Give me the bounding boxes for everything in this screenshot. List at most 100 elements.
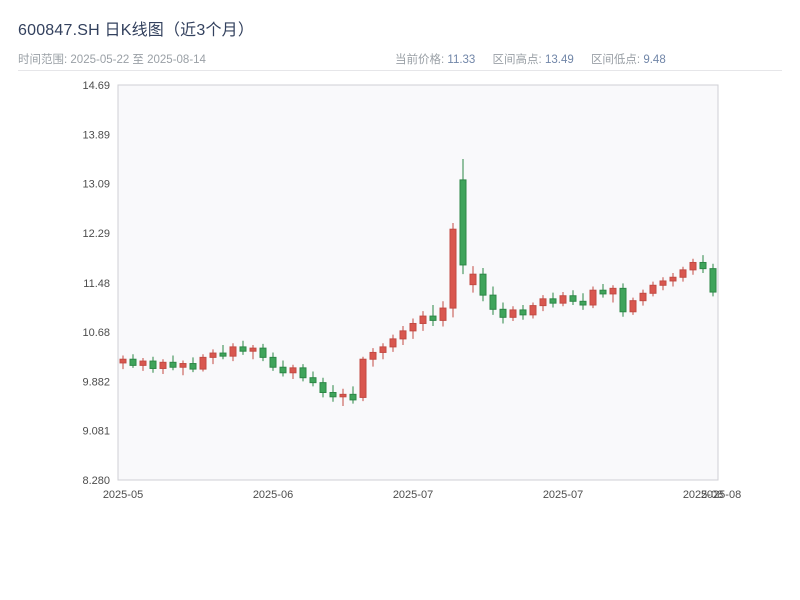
y-tick-label: 9.882 — [82, 376, 110, 388]
candle — [549, 292, 557, 308]
candle-body — [329, 391, 337, 398]
candle-body — [269, 356, 277, 368]
candles — [119, 158, 717, 407]
candle — [579, 293, 587, 310]
candle-body — [239, 346, 247, 352]
candle-body — [639, 292, 647, 302]
stat-range-low-label: 区间低点: — [590, 54, 641, 66]
candle-body — [559, 295, 567, 304]
x-tick-label: 2025-08 — [683, 489, 723, 501]
stat-current-price: 当前价格: 11.33 — [395, 54, 479, 66]
candle-body — [369, 351, 377, 360]
candle-body — [689, 261, 697, 271]
candle-body — [339, 393, 347, 398]
candle — [289, 364, 297, 379]
candle — [349, 386, 357, 404]
candle — [439, 301, 447, 327]
candle — [529, 302, 537, 319]
candle-body — [169, 361, 177, 368]
candle-body — [539, 298, 547, 307]
candle — [609, 285, 617, 303]
x-tick-label: 2025-05 — [103, 489, 143, 501]
page-title: 600847.SH 日K线图（近3个月） — [18, 22, 255, 39]
candle — [499, 302, 507, 324]
candle-body — [399, 330, 407, 340]
stat-current-price-label: 当前价格: — [395, 54, 445, 66]
candle — [669, 272, 677, 287]
candle-body — [129, 358, 137, 366]
candle-body — [709, 268, 717, 293]
candle — [619, 283, 627, 317]
candle — [569, 290, 577, 305]
candle-body — [549, 298, 557, 304]
candle — [489, 286, 497, 315]
candle-body — [149, 360, 157, 369]
x-tick-label: 2025-07 — [543, 489, 583, 501]
y-tick-label: 13.89 — [82, 129, 110, 141]
candle — [699, 255, 707, 273]
candle — [689, 258, 697, 275]
candle-body — [139, 360, 147, 366]
candle — [359, 356, 367, 402]
candle — [409, 318, 417, 339]
candle — [599, 284, 607, 298]
candle — [219, 345, 227, 360]
candle-body — [609, 287, 617, 295]
candle — [369, 348, 377, 367]
candle-body — [349, 393, 357, 401]
y-tick-label: 8.280 — [82, 475, 110, 487]
candle-body — [159, 361, 167, 369]
candle-body — [649, 284, 657, 294]
candle — [709, 263, 717, 297]
candle — [449, 223, 457, 318]
candle-body — [679, 269, 687, 278]
candle-body — [189, 363, 197, 370]
candle — [319, 377, 327, 398]
candle — [309, 371, 317, 387]
candle — [639, 289, 647, 306]
y-tick-label: 11.48 — [83, 278, 110, 290]
candle — [469, 266, 477, 293]
candle-body — [199, 356, 207, 370]
time-range-label: 时间范围: — [18, 54, 68, 66]
candle — [199, 354, 207, 372]
candle-body — [379, 346, 387, 353]
plot-border — [117, 84, 719, 481]
candle — [339, 388, 347, 407]
candle-body — [209, 352, 217, 358]
candle — [659, 277, 667, 291]
candle-body — [279, 366, 287, 374]
candle — [259, 343, 267, 362]
candle-body — [119, 358, 127, 364]
candle-body — [309, 377, 317, 384]
y-tick-label: 9.081 — [82, 426, 110, 438]
stat-current-price-value: 11.33 — [447, 54, 476, 66]
candle-body — [179, 363, 187, 368]
candle-body — [259, 347, 267, 358]
candle-body — [409, 322, 417, 332]
y-tick-label: 14.69 — [82, 80, 110, 92]
candle-body — [469, 273, 477, 286]
candle-body — [589, 289, 597, 306]
candle-body — [599, 289, 607, 295]
candle — [679, 266, 687, 282]
candle — [239, 340, 247, 355]
candle — [419, 311, 427, 331]
candle — [329, 385, 337, 402]
candle-body — [249, 347, 257, 352]
candle-body — [669, 276, 677, 282]
candle — [589, 286, 597, 309]
candle-body — [569, 295, 577, 302]
candle — [229, 343, 237, 362]
candle-body — [499, 308, 507, 318]
candle-body — [629, 300, 637, 313]
candle-body — [419, 315, 427, 324]
candle-body — [359, 358, 367, 398]
candle-body — [299, 367, 307, 379]
candle-body — [489, 294, 497, 310]
candle — [159, 359, 167, 375]
candle-body — [319, 382, 327, 393]
